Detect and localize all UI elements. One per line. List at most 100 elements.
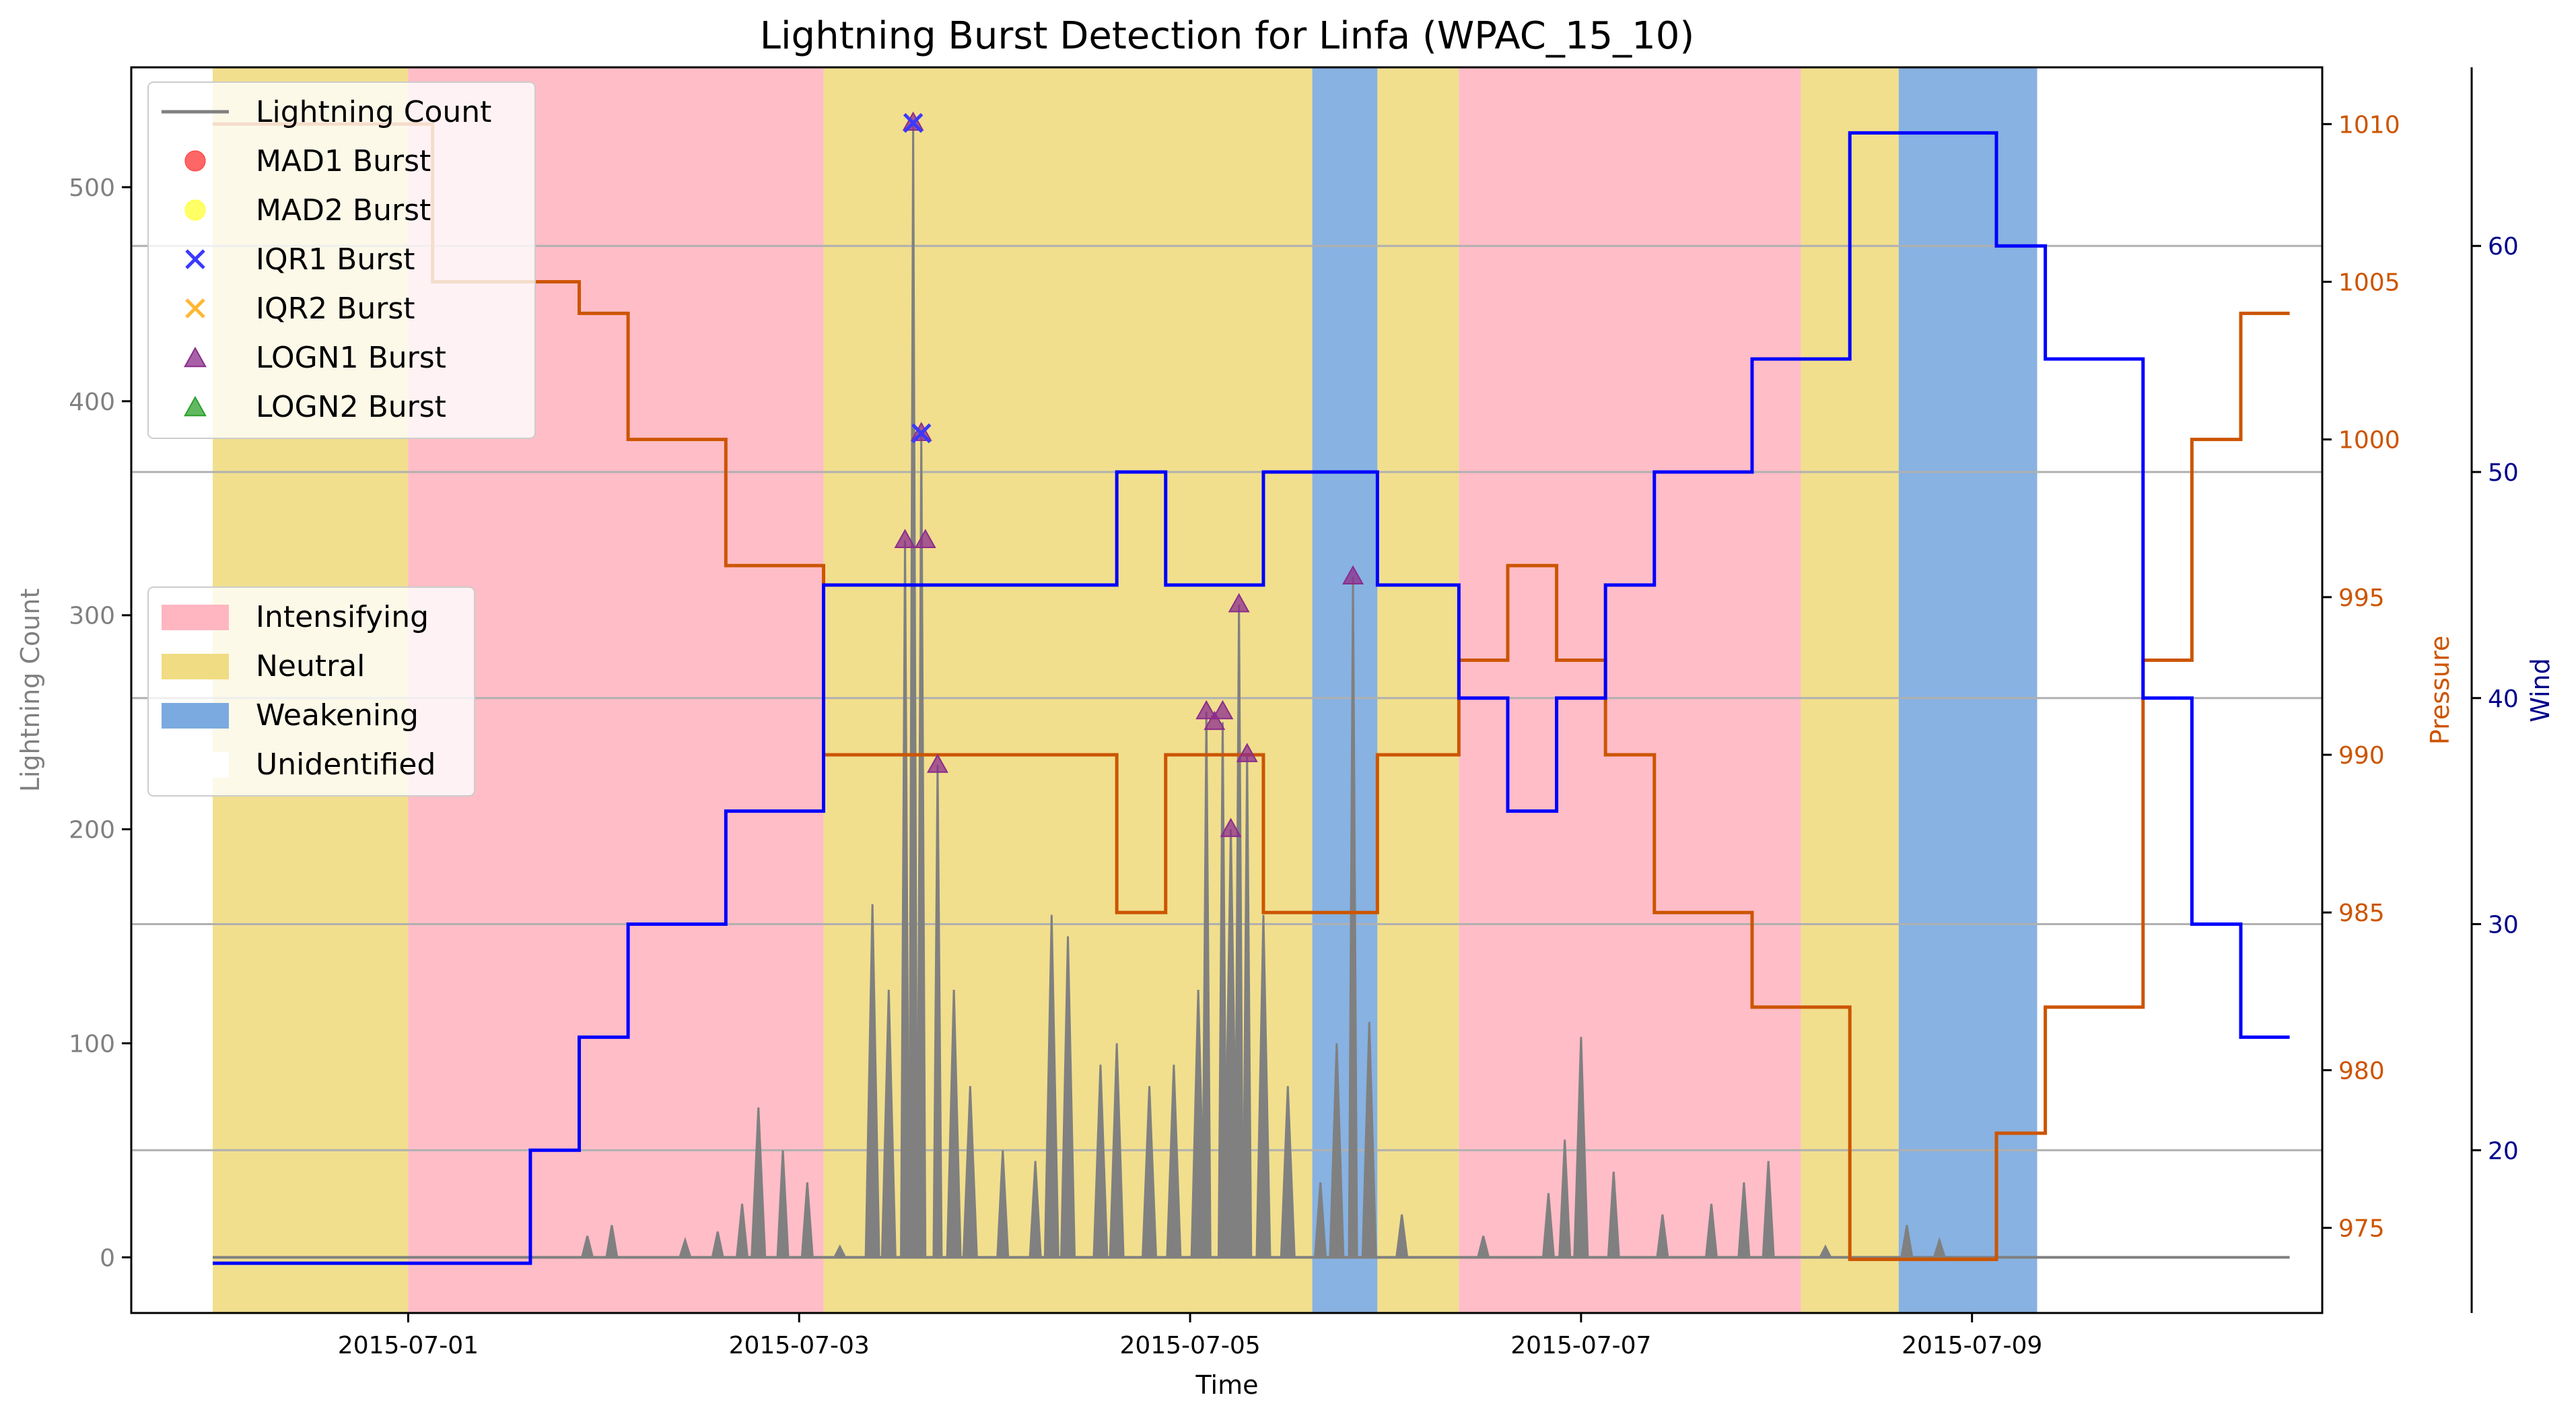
y-pressure-tick-label: 1000 [2338, 427, 2400, 454]
lightning-spike [1029, 1161, 1042, 1258]
phase-band-neutral [1377, 67, 1459, 1313]
lightning-spike [1109, 1043, 1125, 1258]
cross-stroke [911, 423, 932, 444]
y-left-tick-label: 300 [69, 603, 115, 630]
legend-phase-label: Weakening [256, 698, 419, 733]
y-pressure-tick-label: 980 [2338, 1057, 2385, 1085]
y-wind-tick-label: 30 [2488, 912, 2519, 939]
lightning-spike [1395, 1214, 1409, 1258]
lightning-spike [735, 1203, 749, 1258]
lightning-spike [1558, 1139, 1572, 1258]
lightning-spike [1818, 1244, 1833, 1258]
y-left-tick-label: 100 [69, 1030, 115, 1058]
lightning-spike [711, 1231, 725, 1258]
wind-line [213, 131, 2290, 1265]
y-pressure-tick-label: 1005 [2338, 269, 2400, 296]
burst-markers [894, 111, 1364, 838]
lightning-spike [1607, 1172, 1620, 1258]
lightning-spike [1348, 576, 1358, 1258]
lightning-spike [1043, 914, 1059, 1258]
phase-band-weakening [1898, 67, 2038, 1313]
lightning-spike [1314, 1182, 1327, 1258]
lightning-spike [1704, 1203, 1718, 1258]
y-pressure-tick-label: 975 [2338, 1215, 2385, 1243]
y-left-tick-label: 400 [69, 389, 115, 416]
x-axis-label: Time [1195, 1370, 1259, 1400]
cross-stroke [185, 249, 205, 269]
legend-phases: Intensifying Neutral Weakening Unidentified [147, 586, 475, 797]
lightning-spike [1234, 604, 1245, 1258]
lightning-spike [1900, 1225, 1914, 1258]
cross-stroke [185, 298, 205, 318]
legend-x-swatch [185, 298, 205, 318]
phase-bands [213, 67, 2038, 1313]
lightning-series [213, 123, 2290, 1259]
lightning-spike [1141, 1085, 1158, 1258]
legend-circle-swatch [184, 150, 206, 172]
cross-stroke [903, 112, 924, 133]
lightning-spike [962, 1085, 978, 1258]
lightning-spike [1201, 711, 1212, 1258]
legend-series-label: LOGN1 Burst [256, 341, 446, 375]
lightning-spike [1541, 1192, 1556, 1258]
lightning-spike [1060, 936, 1076, 1258]
lightning-spike [1656, 1214, 1669, 1258]
legend-circle-swatch [184, 199, 206, 221]
y-axis-label-lightning: Lightning Count [15, 588, 45, 793]
y-left-tick-label: 0 [100, 1244, 115, 1272]
lightning-spike [900, 540, 911, 1258]
legend-series-label: LOGN2 Burst [256, 390, 446, 424]
lightning-spike [1476, 1236, 1490, 1258]
lightning-spike [1223, 829, 1239, 1258]
lightning-spike [880, 989, 897, 1258]
legend-triangle-swatch [184, 346, 207, 368]
lightning-spike [908, 123, 919, 1258]
lightning-spike [678, 1236, 692, 1258]
logn1-burst-marker [1220, 817, 1242, 838]
logn1-burst-marker [1212, 700, 1234, 720]
legend-series-label: MAD1 Burst [256, 144, 431, 178]
lightning-spike [864, 904, 880, 1258]
legend-phase-swatch [162, 703, 229, 729]
y-left-tick-label: 500 [69, 174, 115, 202]
phase-band-intensifying [1459, 67, 1801, 1313]
axes: 0 100 200 300 400 500 975 980 985 990 995 1000 1005 1… [69, 67, 2519, 1359]
lightning-spike [1255, 914, 1272, 1258]
plot-frame [130, 66, 2324, 1314]
logn1-burst-marker [914, 529, 936, 548]
lightning-spike [1217, 722, 1228, 1258]
y-axis-label-wind: Wind [2526, 658, 2555, 722]
lightning-spike [916, 433, 927, 1258]
legend-phase-swatch [162, 605, 229, 630]
y-pressure-tick-label: 985 [2338, 900, 2385, 927]
legend-series-label: Lightning Count [256, 95, 491, 129]
logn1-burst-marker [1236, 743, 1258, 762]
lightning-spike [605, 1225, 619, 1258]
lightning-spike [833, 1244, 847, 1258]
y-left-tick-label: 200 [69, 817, 115, 844]
lightning-spike [1280, 1085, 1296, 1258]
lightning-spike [580, 1236, 594, 1258]
legend-phases-frame [147, 586, 475, 797]
x-tick-label: 2015-07-05 [1119, 1332, 1260, 1359]
logn1-burst-marker [1342, 565, 1364, 585]
logn1-burst-marker [894, 529, 916, 548]
iqr1-burst-marker [903, 112, 924, 133]
pressure-line [213, 122, 2290, 1261]
iqr1-burst-marker [911, 423, 932, 444]
lightning-spike [776, 1150, 790, 1258]
legend-series-label: MAD2 Burst [256, 193, 431, 228]
legend-phase-swatch [162, 654, 229, 679]
lightning-spike [1361, 1021, 1377, 1258]
y-pressure-tick-label: 990 [2338, 742, 2385, 770]
logn1-burst-marker [1228, 593, 1250, 613]
lightning-spike [1762, 1161, 1775, 1258]
lightning-spike [800, 1182, 814, 1258]
legend-triangle-swatch [184, 395, 207, 417]
x-tick-label: 2015-07-03 [729, 1332, 870, 1359]
chart-title: Lightning Burst Detection for Linfa (WPA… [760, 14, 1694, 58]
y-axis-label-pressure: Pressure [2425, 636, 2455, 745]
legend-series-label: IQR2 Burst [256, 292, 415, 326]
pressure-series [213, 122, 2290, 1261]
